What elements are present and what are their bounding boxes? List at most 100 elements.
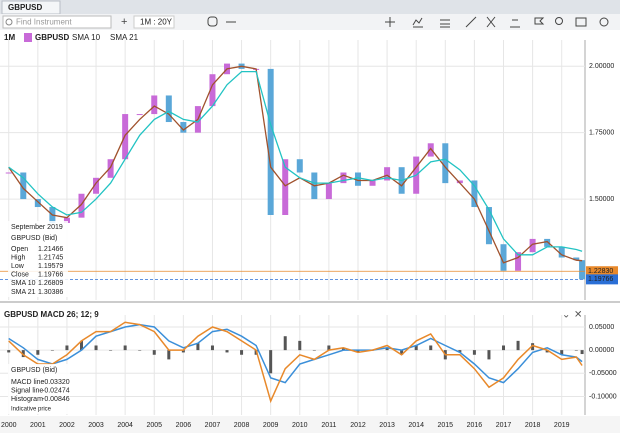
candle bbox=[151, 95, 158, 115]
candle bbox=[485, 207, 492, 245]
crosshair-icon[interactable] bbox=[385, 17, 395, 27]
x-tick-label: 2005 bbox=[146, 422, 162, 429]
macd-info-note: Indicative price bbox=[11, 407, 52, 413]
lines-icon[interactable] bbox=[440, 19, 450, 28]
histogram-bar bbox=[225, 350, 229, 353]
info-value: 1.30386 bbox=[38, 289, 63, 296]
legend-entry: SMA 10 bbox=[72, 33, 101, 42]
search-box[interactable] bbox=[2, 15, 112, 29]
zoom-icon[interactable] bbox=[555, 17, 563, 25]
fib-icon[interactable] bbox=[534, 17, 545, 25]
instrument: GBPUSD bbox=[35, 33, 69, 42]
macd-info-value: -0.02474 bbox=[42, 387, 70, 394]
histogram-bar bbox=[138, 350, 142, 351]
x-tick-label: 2015 bbox=[438, 422, 454, 429]
x-axis-bar bbox=[0, 416, 620, 433]
histogram-bar bbox=[7, 350, 11, 353]
candle bbox=[515, 252, 522, 271]
info-text: September 2019 GBPUSD (Bid) Open 1.21466 Hig… bbox=[11, 224, 63, 296]
info-panel bbox=[8, 221, 68, 297]
panel-menu[interactable]: ⌄ bbox=[562, 310, 570, 321]
info-value: 1.19766 bbox=[38, 272, 63, 279]
info-value: 1.26809 bbox=[38, 280, 63, 287]
info-label: SMA 10 bbox=[11, 280, 36, 287]
candle bbox=[442, 143, 449, 184]
refresh-icon[interactable] bbox=[207, 16, 218, 27]
histogram-bar bbox=[94, 345, 98, 351]
histogram-bar bbox=[181, 350, 185, 353]
histogram-bar bbox=[356, 350, 360, 353]
histogram-bar bbox=[50, 350, 54, 351]
candle bbox=[384, 167, 391, 181]
candle bbox=[282, 159, 289, 215]
add-button[interactable]: + bbox=[121, 16, 127, 28]
candle bbox=[456, 180, 463, 184]
x-tick-label: 2016 bbox=[467, 422, 483, 429]
histogram-bar bbox=[574, 350, 578, 351]
timeframe-button[interactable] bbox=[133, 15, 175, 29]
histogram-bar bbox=[580, 350, 584, 355]
price-marker bbox=[586, 274, 618, 285]
cross-icon[interactable] bbox=[486, 16, 496, 28]
y-tick-label: 1.75000 bbox=[589, 130, 614, 137]
text-icon[interactable] bbox=[510, 19, 520, 28]
price-marker bbox=[586, 266, 618, 277]
histogram-bar bbox=[545, 350, 549, 353]
candle bbox=[427, 143, 434, 157]
info-value: 1.21466 bbox=[38, 246, 63, 253]
x-tick-label: 2009 bbox=[263, 422, 279, 429]
settings-icon[interactable] bbox=[599, 17, 609, 27]
x-tick-label: 2003 bbox=[88, 422, 104, 429]
histogram-bar bbox=[196, 343, 200, 351]
candle bbox=[296, 159, 303, 173]
interval: 1M bbox=[4, 33, 15, 42]
candle bbox=[544, 238, 551, 247]
histogram-bar bbox=[327, 345, 331, 351]
tab-label: GBPUSD bbox=[8, 3, 42, 12]
x-tick-label: 2013 bbox=[379, 422, 395, 429]
x-tick-label: 2019 bbox=[554, 422, 570, 429]
x-tick-label: 2008 bbox=[234, 422, 250, 429]
macd-info-value: -0.00846 bbox=[42, 396, 70, 403]
y-tick-label: 0.00000 bbox=[589, 347, 614, 354]
info-label: Close bbox=[11, 272, 29, 279]
histogram-bar bbox=[65, 345, 69, 351]
info-label: Low bbox=[11, 263, 25, 270]
x-tick-label: 2011 bbox=[321, 422, 336, 429]
series-line bbox=[8, 323, 583, 384]
x-tick-label: 2012 bbox=[350, 422, 366, 429]
histogram-bar bbox=[21, 350, 25, 358]
histogram-bar bbox=[560, 350, 564, 355]
trendline-icon[interactable] bbox=[465, 16, 477, 28]
camera-icon[interactable] bbox=[575, 17, 587, 27]
y-tick-label: 1.50000 bbox=[589, 196, 614, 203]
histogram-bar bbox=[502, 345, 506, 351]
candle bbox=[267, 68, 274, 215]
candle bbox=[340, 172, 347, 184]
x-tick-label: 2017 bbox=[496, 422, 512, 429]
y-tick-label: -0.10000 bbox=[589, 393, 617, 400]
timeframe: 1M : 20Y bbox=[140, 18, 173, 27]
info-label: High bbox=[11, 254, 26, 261]
indicator-icon[interactable] bbox=[412, 17, 423, 28]
y-tick-label: 0.05000 bbox=[589, 324, 614, 331]
histogram-bar bbox=[341, 347, 345, 351]
histogram-bar bbox=[472, 350, 476, 355]
candle bbox=[573, 257, 580, 261]
candle bbox=[165, 95, 172, 123]
x-tick-label: 2007 bbox=[205, 422, 221, 429]
macd-info-label: Histogram bbox=[11, 396, 43, 403]
instrument-icon bbox=[24, 33, 32, 42]
histogram-bar bbox=[414, 345, 418, 351]
y-tick-label: -0.05000 bbox=[589, 370, 617, 377]
macd-info-value: -0.03320 bbox=[42, 379, 70, 386]
x-tick-label: 2014 bbox=[408, 422, 424, 429]
macd-panel: 0.05000 0.00000 -0.05000 -0.10000 GBPUSD MAC… bbox=[0, 310, 617, 415]
series-line bbox=[8, 321, 583, 404]
price-marker-label: 1.22830 bbox=[588, 268, 613, 275]
histogram-bar bbox=[123, 345, 127, 351]
info-title: GBPUSD (Bid) bbox=[11, 235, 57, 242]
panel-close[interactable]: ✕ bbox=[574, 310, 582, 321]
